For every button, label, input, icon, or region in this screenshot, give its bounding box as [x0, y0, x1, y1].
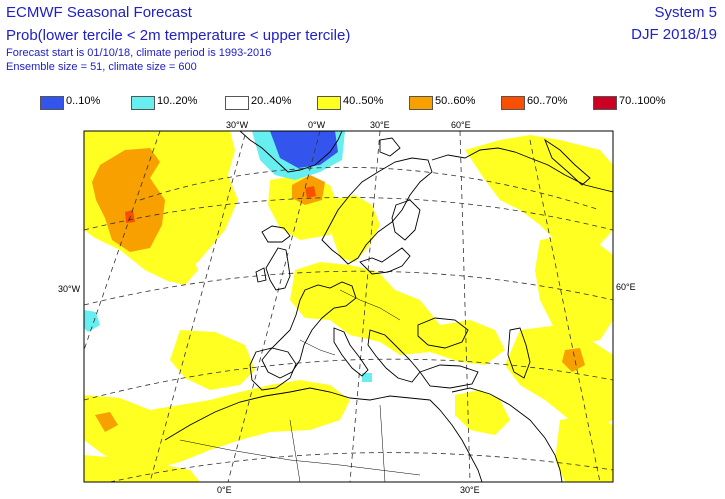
coast-novaya [544, 138, 591, 186]
legend: 0..10% 10..20% 20..40% 40..50% 50..60% 6… [0, 95, 725, 111]
map-frame [83, 130, 614, 483]
legend-label: 40..50% [343, 95, 384, 107]
borders [179, 289, 421, 482]
coast-greenland [239, 131, 343, 173]
coast-black-sea [417, 317, 469, 349]
yellow-area-saudi [455, 390, 510, 435]
forecast-info: Forecast start is 01/10/18, climate peri… [6, 47, 272, 59]
coast-arabia [451, 387, 563, 482]
legend-swatch [409, 96, 433, 110]
yellow-area-central-asia [505, 325, 613, 430]
label-top-30e: 30°E [370, 120, 390, 130]
label-right-60e: 60°E [616, 282, 636, 292]
label-top-60e: 60°E [451, 120, 471, 130]
coordinate-labels: 30°W 0°W 30°E 60°E 0°E 30°E 30°W 60°E [58, 120, 636, 495]
legend-label: 50..60% [435, 95, 476, 107]
graticule [84, 131, 613, 482]
coast-scandinavia [321, 157, 433, 265]
coast-north-africa [164, 387, 431, 441]
legend-swatch [225, 96, 249, 110]
season-label: DJF 2018/19 [631, 26, 717, 43]
system-label: System 5 [654, 4, 717, 21]
coast-turkey [419, 364, 479, 389]
meridian-zero [227, 131, 321, 482]
legend-label: 70..100% [619, 95, 666, 107]
label-left-30w: 30°W [58, 284, 81, 294]
coast-finland [391, 199, 421, 241]
legend-swatch [593, 96, 617, 110]
orange-area-north-atlantic [92, 148, 165, 252]
coastlines [164, 131, 613, 482]
coast-italy [333, 327, 369, 377]
yellow-area-europe-central [290, 262, 505, 365]
label-top-0w: 0°W [308, 120, 326, 130]
parallel-south [84, 358, 613, 401]
coast-uk [255, 247, 291, 291]
parallel-north [139, 166, 601, 211]
meridian-90e [529, 139, 601, 482]
blue-area-greenland [270, 131, 338, 168]
coast-red-sea [429, 399, 483, 482]
yellow-area-west-blob [165, 252, 198, 285]
parallel-mid-north [84, 197, 613, 231]
coast-russia-north [431, 147, 613, 193]
ensemble-info: Ensemble size = 51, climate size = 600 [6, 61, 197, 73]
legend-label: 60..70% [527, 95, 568, 107]
legend-label: 20..40% [251, 95, 292, 107]
map-title: ECMWF Seasonal Forecast [6, 4, 192, 21]
coast-baltic [359, 247, 411, 275]
yellow-area-se-corner [555, 415, 613, 482]
meridian-far-west [84, 131, 161, 351]
legend-swatch [317, 96, 341, 110]
probability-0-10-areas [270, 131, 338, 168]
yellow-area-sw-corner [84, 455, 200, 482]
coast-caspian [507, 327, 531, 379]
orange-area-africa-spot [95, 412, 118, 432]
meridian-west [149, 134, 246, 482]
border-africa-2 [289, 404, 386, 482]
legend-label: 10..20% [157, 95, 198, 107]
coast-iberia [249, 347, 297, 391]
legend-swatch [131, 96, 155, 110]
legend-swatch [501, 96, 525, 110]
legend-label: 0..10% [66, 95, 101, 107]
cyan-area-west-edge [84, 310, 100, 332]
parallel-far-south [109, 452, 613, 482]
yellow-area-east-band [535, 235, 613, 345]
border-europe-1 [339, 289, 401, 321]
cyan-area-spot [362, 373, 372, 382]
yellow-area-scandinavia [330, 195, 380, 262]
probability-40-50-areas [84, 131, 613, 482]
orange-area-east-spot [562, 348, 585, 372]
legend-swatch [40, 96, 64, 110]
coast-iceland [261, 225, 291, 243]
label-bottom-30e: 30°E [460, 485, 480, 495]
border-europe-2 [299, 339, 336, 356]
yellow-area-atlantic-south [170, 330, 255, 390]
yellow-area-north-africa [84, 380, 350, 470]
coast-europe-west [261, 281, 357, 379]
border-africa [179, 439, 421, 476]
meridian-30e [349, 131, 381, 482]
red-area-greenland-sea [305, 186, 316, 198]
map-field [84, 131, 613, 482]
yellow-area-north-russia [465, 135, 613, 250]
parallel-mid [84, 270, 613, 306]
coast-svalbard [379, 137, 401, 157]
map-subtitle: Prob(lower tercile < 2m temperature < up… [6, 27, 351, 44]
meridian-60e [459, 131, 471, 482]
label-top-30w: 30°W [226, 120, 249, 130]
coast-balkans [367, 329, 421, 383]
label-bottom-0e: 0°E [217, 485, 232, 495]
